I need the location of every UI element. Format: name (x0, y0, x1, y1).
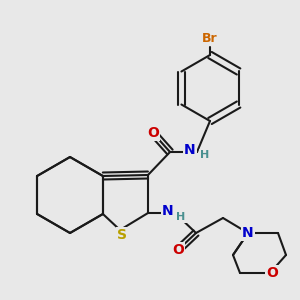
Text: H: H (200, 150, 210, 160)
Text: N: N (184, 143, 196, 157)
Text: N: N (162, 204, 174, 218)
Text: O: O (147, 126, 159, 140)
Text: H: H (176, 212, 186, 222)
Text: Br: Br (202, 32, 218, 44)
Text: S: S (117, 228, 127, 242)
Text: N: N (242, 226, 254, 240)
Text: O: O (172, 243, 184, 257)
Text: O: O (266, 266, 278, 280)
